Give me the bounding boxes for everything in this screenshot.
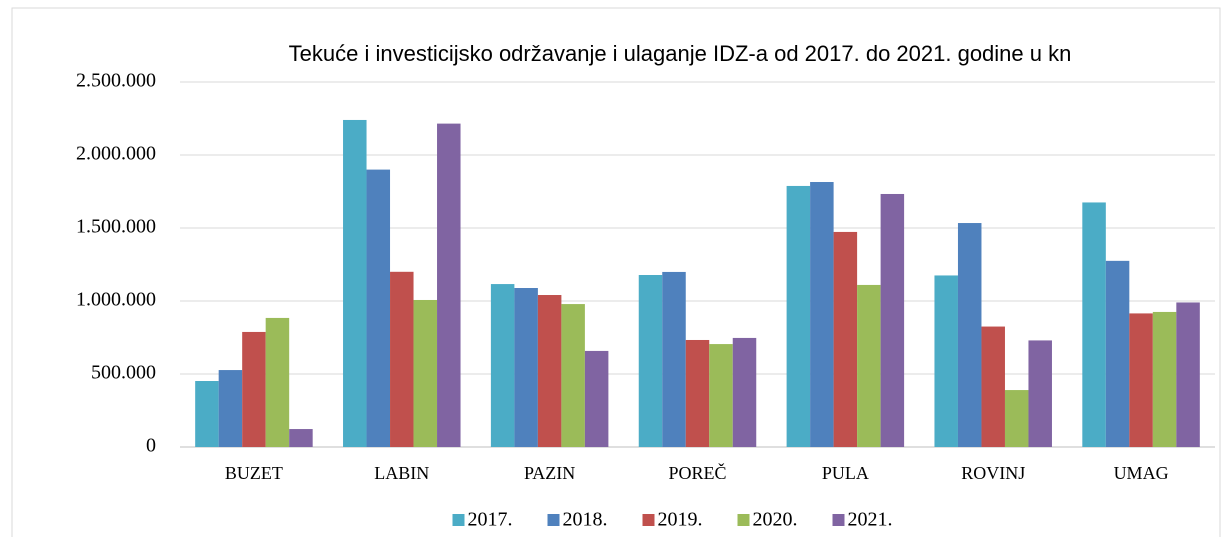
y-tick-label: 500.000 [91,362,156,384]
bar [857,284,881,447]
bar [732,337,757,447]
bar [934,275,958,447]
bar [957,223,982,447]
x-tick-label: POREČ [668,462,726,483]
bar [1129,313,1153,447]
bar [561,304,585,447]
bar [1105,260,1130,447]
bar [584,350,609,447]
bar [1004,390,1029,447]
bar [490,284,515,447]
bar [1028,340,1052,447]
legend-label: 2017. [468,509,513,531]
chart-title: Tekuće i investicijsko održavanje i ulag… [289,41,1072,66]
bar [1152,311,1177,447]
x-tick-label: ROVINJ [961,463,1025,483]
bar [662,271,686,447]
legend-swatch [452,514,465,526]
legend-swatch [642,514,655,526]
legend-label: 2019. [658,509,703,531]
bar [880,193,905,447]
x-tick-label: PAZIN [524,463,575,483]
bar [265,317,290,447]
bar [289,429,313,447]
bar [343,119,367,448]
bar [514,288,538,447]
y-tick-label: 1.500.000 [76,216,156,238]
y-tick-label: 1.000.000 [76,289,156,311]
bar [195,381,219,447]
bar [366,169,391,447]
y-tick-label: 2.000.000 [76,143,156,165]
x-tick-label: BUZET [225,463,283,483]
bar [537,295,562,447]
legend-swatch [737,514,750,526]
bar [1082,202,1106,447]
bar [218,370,243,447]
x-tick-label: UMAG [1114,463,1169,483]
legend-label: 2018. [563,509,608,531]
bar [709,344,733,447]
x-tick-label: LABIN [374,463,429,483]
y-tick-label: 0 [146,435,156,457]
bar [413,299,438,447]
bar [981,326,1005,447]
legend-swatch [832,514,845,526]
bar [833,231,858,447]
legend-label: 2020. [753,509,798,531]
bar [638,275,663,447]
bar [810,182,834,447]
bar [1176,302,1200,447]
bar [786,185,811,447]
bar [390,271,414,447]
bar [242,331,266,447]
legend-swatch [547,514,560,526]
legend-label: 2021. [848,509,893,531]
x-tick-label: PULA [822,463,869,483]
chart-border [11,7,1221,537]
bar [437,123,461,448]
bar [685,339,710,447]
y-tick-label: 2.500.000 [76,70,156,92]
